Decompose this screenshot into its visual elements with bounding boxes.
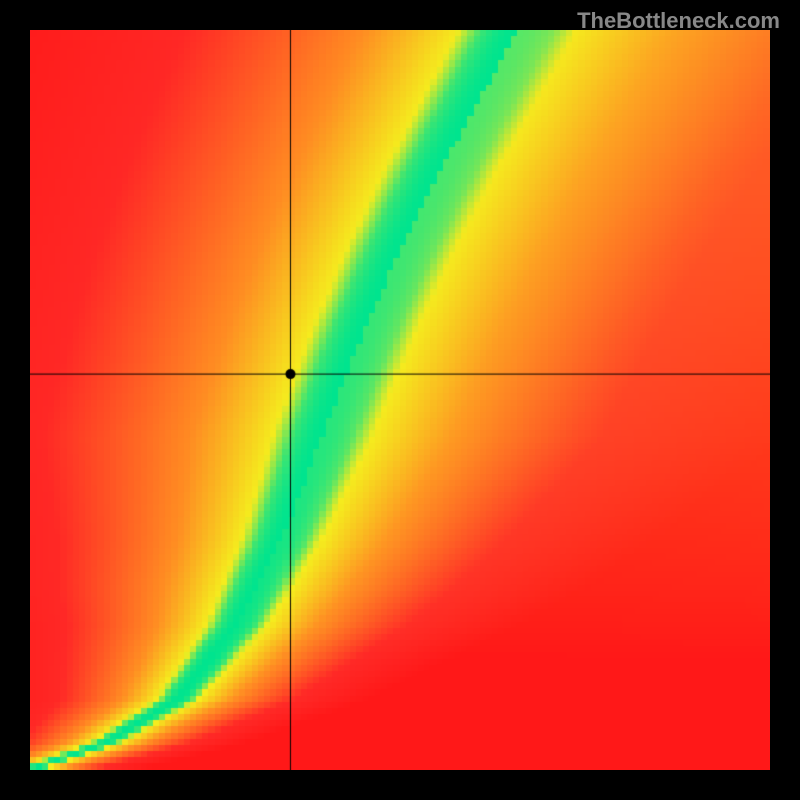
watermark-text: TheBottleneck.com — [577, 8, 780, 34]
chart-container: TheBottleneck.com — [0, 0, 800, 800]
plot-area — [30, 30, 770, 770]
heatmap-canvas — [30, 30, 770, 770]
